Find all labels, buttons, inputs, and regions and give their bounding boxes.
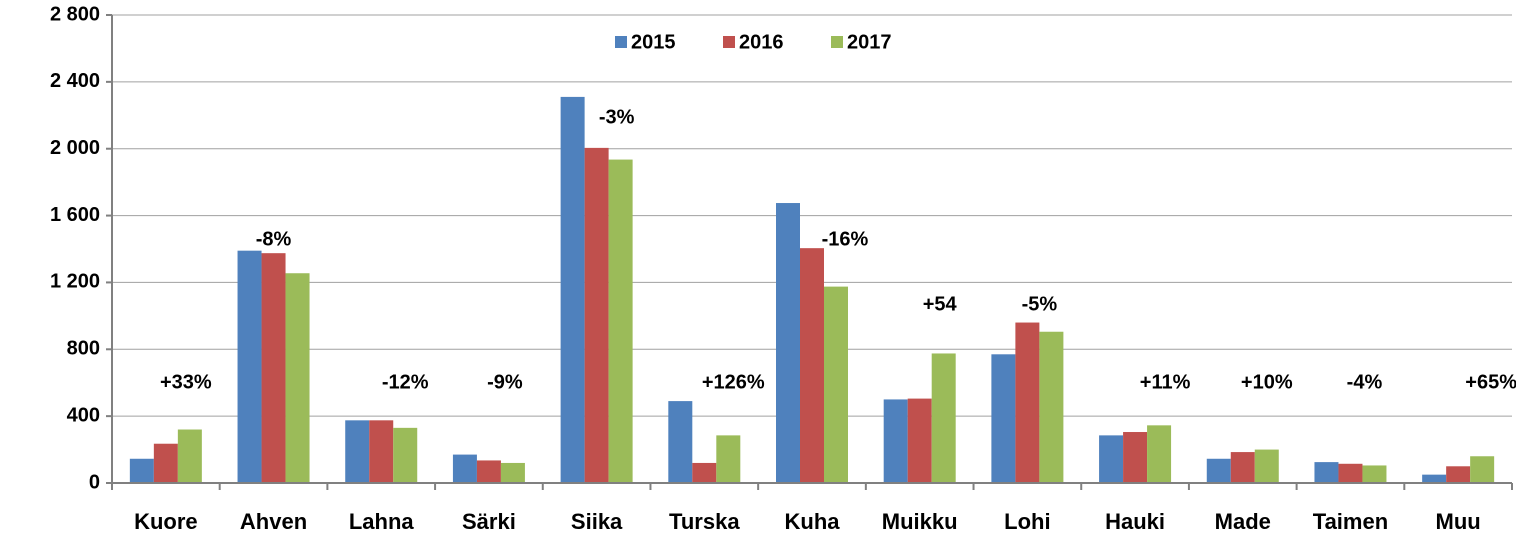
x-tick-label: Lahna <box>349 509 415 534</box>
bar <box>1099 435 1124 483</box>
y-tick-label: 0 <box>89 471 100 493</box>
annotation: -3% <box>599 106 635 128</box>
bar <box>1338 463 1363 483</box>
bar <box>776 203 800 484</box>
bar <box>1470 456 1495 483</box>
bar <box>500 462 525 483</box>
annotation: -9% <box>487 371 523 393</box>
legend-swatch <box>723 36 735 48</box>
annotation: +65% <box>1465 371 1516 393</box>
bar <box>369 420 394 483</box>
x-tick-label: Hauki <box>1105 509 1165 534</box>
bar <box>668 401 693 483</box>
bar <box>1254 449 1279 483</box>
legend-swatch <box>615 36 627 48</box>
legend-swatch <box>831 36 843 48</box>
bar <box>393 427 418 483</box>
legend-label: 2015 <box>631 31 676 53</box>
bar <box>261 253 286 483</box>
bar <box>800 248 824 483</box>
annotation: +11% <box>1140 371 1191 393</box>
bar <box>1362 465 1387 483</box>
bar <box>153 443 178 483</box>
bar <box>345 420 370 483</box>
bar <box>824 286 848 483</box>
bar <box>285 273 310 483</box>
x-tick-label: Made <box>1215 509 1271 534</box>
bar <box>883 399 908 483</box>
annotation: -4% <box>1347 371 1383 393</box>
x-tick-label: Kuha <box>785 509 841 534</box>
x-tick-label: Kuore <box>134 509 198 534</box>
bar <box>1123 432 1148 483</box>
bar <box>1015 322 1040 483</box>
x-tick-label: Taimen <box>1313 509 1388 534</box>
bar <box>560 96 585 484</box>
y-tick-label: 400 <box>67 404 100 426</box>
x-tick-label: Ahven <box>240 509 307 534</box>
annotation: +33% <box>160 371 212 393</box>
bar <box>1230 452 1255 483</box>
bar <box>931 353 956 483</box>
bar <box>1206 458 1231 483</box>
legend-label: 2017 <box>847 31 892 53</box>
x-tick-label: Lohi <box>1004 509 1050 534</box>
bar <box>177 429 202 483</box>
annotation: +10% <box>1241 371 1293 393</box>
annotation: +54 <box>923 293 958 315</box>
annotation: -12% <box>382 371 429 393</box>
bar <box>1446 466 1471 483</box>
y-tick-label: 1 200 <box>50 271 100 293</box>
annotation: -8% <box>256 228 292 250</box>
bar <box>991 354 1016 483</box>
annotation: -5% <box>1022 293 1058 315</box>
bar <box>584 147 609 483</box>
bar <box>716 435 741 483</box>
x-tick-label: Muikku <box>882 509 958 534</box>
x-tick-label: Turska <box>669 509 740 534</box>
y-tick-label: 2 800 <box>50 3 100 25</box>
y-tick-label: 1 600 <box>50 204 100 226</box>
y-tick-label: 2 000 <box>50 137 100 159</box>
bar <box>237 250 262 483</box>
bar <box>1147 425 1172 483</box>
bar <box>1422 474 1447 483</box>
x-tick-label: Muu <box>1436 509 1481 534</box>
bar <box>608 159 633 484</box>
y-tick-label: 800 <box>67 338 100 360</box>
y-tick-label: 2 400 <box>50 70 100 92</box>
legend-label: 2016 <box>739 31 784 53</box>
bar <box>907 398 932 483</box>
bar <box>1039 331 1064 483</box>
bar <box>1314 462 1339 483</box>
x-tick-label: Siika <box>571 509 623 534</box>
bar <box>692 462 717 483</box>
bar <box>129 458 154 483</box>
annotation: -16% <box>822 228 869 250</box>
annotation: +126% <box>702 371 765 393</box>
bar <box>452 454 477 483</box>
x-tick-label: Särki <box>462 509 516 534</box>
bar <box>476 460 501 483</box>
